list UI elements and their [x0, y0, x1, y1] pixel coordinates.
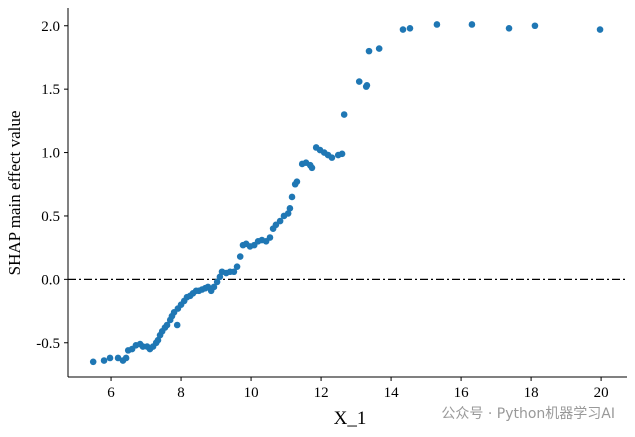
point [531, 22, 539, 30]
point [406, 24, 414, 32]
x-tick-label: 20 [594, 385, 609, 401]
point [266, 234, 274, 241]
point [114, 354, 122, 362]
y-tick-label: -0.5 [36, 336, 60, 352]
point [596, 26, 604, 33]
point [173, 321, 181, 329]
point [468, 21, 476, 28]
x-tick-label: 6 [107, 385, 115, 401]
point [375, 45, 383, 52]
point [284, 210, 292, 217]
point [154, 336, 162, 344]
point [505, 24, 513, 32]
point [230, 268, 238, 276]
point [340, 111, 348, 118]
watermark: 公众号 · Python机器学习AI [441, 406, 615, 422]
point [293, 178, 301, 186]
point [163, 321, 171, 329]
point [89, 358, 97, 366]
point [236, 253, 244, 260]
point [210, 283, 218, 291]
point [288, 193, 296, 201]
point [233, 263, 241, 270]
y-tick-label: 2.0 [41, 19, 60, 35]
y-tick-label: 0.0 [41, 272, 60, 288]
x-tick-label: 12 [314, 385, 329, 401]
y-tick-label: 0.5 [41, 209, 60, 225]
point [272, 221, 280, 229]
point [216, 273, 224, 281]
point [365, 47, 373, 55]
point [286, 205, 294, 212]
point [399, 26, 407, 33]
x-tick-label: 10 [244, 385, 259, 401]
point [122, 354, 130, 362]
y-axis-label: SHAP main effect value [5, 111, 24, 276]
point [363, 82, 371, 89]
point [276, 217, 284, 225]
point [328, 154, 336, 161]
point [308, 164, 316, 172]
x-tick-label: 18 [524, 385, 539, 401]
x-tick-label: 14 [384, 385, 400, 401]
x-axis-label: X_1 [334, 408, 367, 429]
x-tick-label: 8 [177, 385, 185, 401]
point [213, 278, 221, 286]
point [355, 78, 363, 85]
x-tick-label: 16 [454, 385, 470, 401]
point [100, 357, 108, 364]
y-tick-label: 1.0 [41, 146, 60, 162]
point [433, 21, 441, 28]
point [338, 150, 346, 158]
y-tick-label: 1.5 [41, 82, 60, 98]
point [106, 354, 114, 362]
